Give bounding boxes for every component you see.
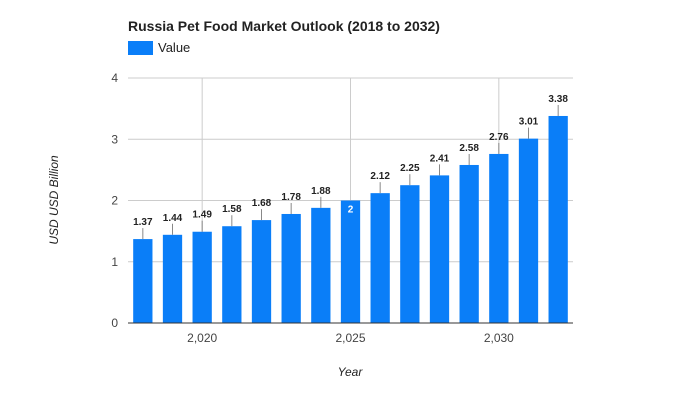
data-labels: 1.37 1.44 1.49 1.58 1.68 1.78 1.88 2 2.12 2.25 2.4… [133, 94, 568, 240]
bar-2022 [251, 220, 272, 323]
bar-2018 [133, 239, 153, 323]
data-label: 3.38 [548, 94, 568, 105]
bar-2031 [518, 138, 539, 323]
data-label: 3.01 [519, 117, 539, 128]
data-label: 1.88 [311, 186, 331, 197]
y-tick-label: 1 [111, 255, 118, 269]
bar-2029 [459, 164, 479, 323]
x-axis-title: Year [338, 365, 364, 379]
bar-2019 [162, 234, 183, 323]
y-tick-label: 4 [111, 71, 118, 85]
bar-2030 [489, 153, 509, 323]
axes: 0 1 2 3 4 2,020 2,025 2,030 [111, 71, 573, 345]
bars [133, 115, 568, 323]
chart-title: Russia Pet Food Market Outlook (2018 to … [128, 18, 440, 34]
bar-2020 [192, 231, 212, 323]
bar-2027 [400, 185, 420, 323]
x-tick-label: 2,030 [484, 331, 514, 345]
data-label: 1.44 [163, 213, 183, 224]
data-label: 2.58 [459, 143, 479, 154]
bar-2032 [548, 115, 568, 323]
bar-2023 [281, 213, 301, 323]
data-label: 1.78 [281, 192, 301, 203]
y-axis-title: USD USD Billion [47, 155, 61, 245]
bar-2026 [370, 193, 390, 323]
data-label: 1.58 [222, 204, 242, 215]
bar-2021 [222, 226, 242, 323]
data-label: 1.37 [133, 217, 153, 228]
y-tick-label: 2 [111, 194, 118, 208]
bar-2024 [311, 207, 331, 323]
bar-2028 [429, 175, 450, 323]
data-label: 2.41 [430, 153, 450, 164]
data-label: 2.12 [370, 171, 390, 182]
data-label: 1.68 [252, 198, 272, 209]
legend-swatch-value [128, 41, 153, 55]
legend-label-value: Value [158, 40, 190, 55]
x-tick-label: 2,020 [187, 331, 217, 345]
y-tick-label: 0 [111, 316, 118, 330]
x-tick-label: 2,025 [335, 331, 365, 345]
data-label: 1.49 [192, 210, 212, 221]
data-label: 2 [348, 205, 354, 216]
bar-2025 [340, 200, 361, 323]
data-label: 2.25 [400, 163, 420, 174]
y-tick-label: 3 [111, 132, 118, 146]
data-label: 2.76 [489, 132, 509, 143]
